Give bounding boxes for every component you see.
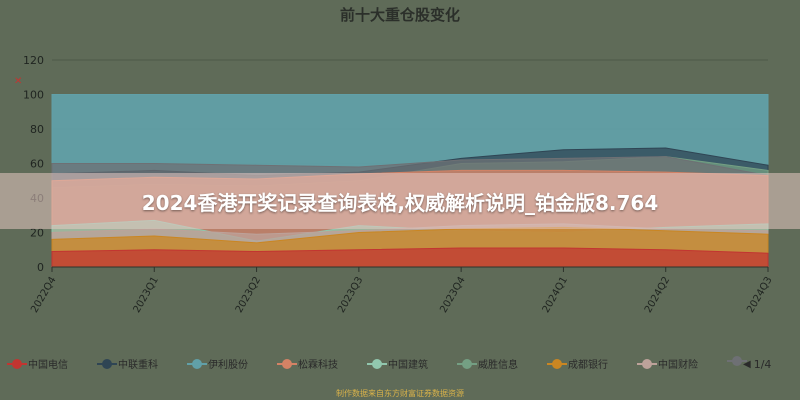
x-tick-label: 2023Q4 bbox=[438, 275, 467, 315]
legend-label: 伊利股份 bbox=[208, 360, 248, 371]
legend-marker-icon bbox=[367, 358, 387, 369]
x-tick-label: 2023Q3 bbox=[336, 275, 365, 315]
legend-page-label: 1/4 bbox=[753, 358, 772, 371]
y-tick-label: 20 bbox=[30, 227, 44, 240]
legend-pager: ◀ 1/4 bbox=[740, 358, 771, 371]
legend-item[interactable]: 中国电信 bbox=[7, 356, 68, 371]
legend-item[interactable]: 中国建筑 bbox=[367, 356, 428, 371]
legend-item[interactable]: 中联重科 bbox=[97, 356, 158, 371]
legend-item[interactable]: 松霖科技 bbox=[277, 356, 338, 371]
legend-marker-icon bbox=[547, 358, 567, 369]
legend-marker-icon bbox=[727, 356, 747, 366]
legend-label: 成都银行 bbox=[568, 360, 608, 371]
x-tick-label: 2024Q1 bbox=[541, 275, 570, 315]
y-tick-label: 120 bbox=[23, 54, 44, 67]
legend-item[interactable]: 伊利股份 bbox=[187, 356, 248, 371]
x-tick-label: 2023Q1 bbox=[132, 275, 161, 315]
source-note: 制作数据来自东方财富证券数据资源 bbox=[336, 389, 464, 398]
y-tick-label: 60 bbox=[30, 158, 44, 171]
legend-label: 松霖科技 bbox=[298, 360, 338, 371]
legend-label: 中联重科 bbox=[118, 360, 158, 371]
overlay-banner[interactable]: 2024香港开奖记录查询表格,权威解析说明_铂金版8.764 bbox=[0, 173, 800, 229]
banner-text: 2024香港开奖记录查询表格,权威解析说明_铂金版8.764 bbox=[141, 190, 659, 215]
x-tick-label: 2022Q4 bbox=[29, 275, 58, 315]
series-area[interactable] bbox=[51, 247, 769, 268]
legend-item[interactable]: 威胜信息 bbox=[457, 356, 518, 371]
chart-title: 前十大重仓股变化 bbox=[339, 6, 460, 24]
y-axis-marker: ✕ bbox=[14, 76, 22, 87]
legend-label: 中国电信 bbox=[28, 360, 68, 371]
legend-marker-icon bbox=[7, 358, 27, 369]
legend-marker-icon bbox=[457, 358, 477, 369]
y-tick-label: 100 bbox=[23, 89, 44, 102]
legend-prev-icon[interactable]: ◀ bbox=[743, 359, 751, 370]
x-tick-label: 2024Q2 bbox=[643, 275, 672, 315]
legend-label: 威胜信息 bbox=[478, 360, 518, 371]
x-tick-label: 2023Q2 bbox=[234, 275, 263, 315]
legend-label: 中国建筑 bbox=[388, 360, 428, 371]
legend-label: 中国财险 bbox=[658, 360, 698, 371]
legend-marker-icon bbox=[277, 358, 297, 369]
legend: 中国电信 中联重科 伊利股份 松霖科技 中国建筑 威胜信息 成都银行 中国财险 bbox=[0, 356, 800, 378]
legend-item[interactable]: 成都银行 bbox=[547, 356, 608, 371]
y-tick-label: 80 bbox=[30, 123, 44, 136]
x-tick-label: 2024Q3 bbox=[745, 275, 774, 315]
legend-marker-icon bbox=[637, 358, 657, 369]
legend-marker-icon bbox=[187, 358, 207, 369]
legend-marker-icon bbox=[97, 358, 117, 369]
legend-item[interactable]: 中国财险 bbox=[637, 356, 698, 371]
y-tick-label: 0 bbox=[37, 261, 44, 274]
legend-item[interactable] bbox=[727, 356, 748, 366]
